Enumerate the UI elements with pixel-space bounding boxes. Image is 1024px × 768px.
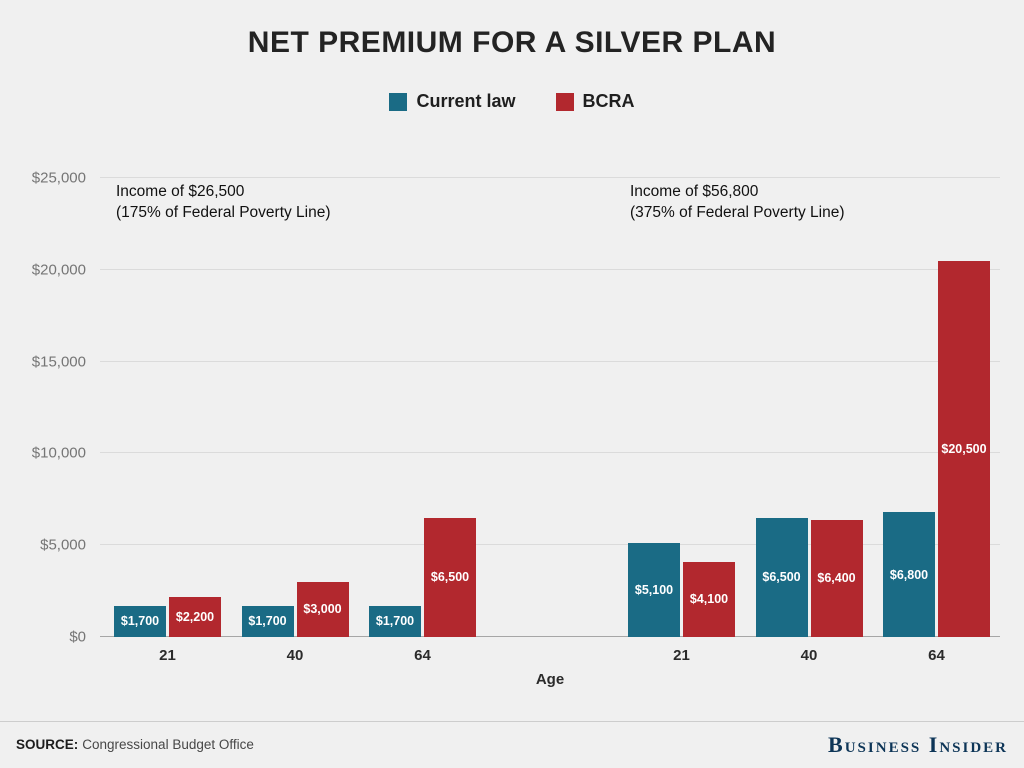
category-cell: $6,800 $20,500 64: [883, 178, 990, 664]
legend: Current law BCRA: [0, 91, 1024, 112]
y-tick-label: $5,000: [40, 536, 86, 554]
category-cell: $5,100 $4,100 21: [628, 178, 735, 664]
legend-swatch-current-law: [389, 92, 408, 111]
brand-logo: Business Insider: [828, 732, 1008, 757]
source-text: Congressional Budget Office: [82, 737, 254, 752]
legend-label-current-law: Current law: [416, 91, 516, 111]
source: SOURCE: Congressional Budget Office: [16, 736, 254, 754]
bar-value-label: $1,700: [120, 614, 160, 629]
gridline: [100, 452, 1000, 454]
bar-value-label: $2,200: [175, 609, 215, 624]
source-label: SOURCE:: [16, 737, 79, 752]
bar-bcra: $6,400: [810, 519, 863, 637]
bar-value-label: $4,100: [689, 592, 729, 607]
bar-current-law: $5,100: [628, 543, 680, 637]
category-cell: $1,700 $2,200 21: [114, 178, 221, 664]
bar-value-label: $6,400: [817, 571, 856, 586]
gridline: [100, 268, 1000, 270]
annotation-line: Income of $26,500: [116, 183, 245, 200]
x-tick-label: 64: [928, 647, 945, 664]
bar-bcra: $6,500: [424, 517, 476, 637]
x-axis-title: Age: [535, 671, 565, 688]
annotation-line: Income of $56,800: [630, 183, 759, 200]
bar-value-label: $1,700: [375, 614, 415, 629]
y-tick-label: $25,000: [31, 169, 86, 187]
bar-value-label: $3,000: [303, 602, 342, 617]
annotation-line: (175% of Federal Poverty Line): [116, 203, 331, 221]
bar-current-law: $6,500: [755, 517, 808, 637]
legend-item-current-law: Current law: [389, 91, 516, 112]
bar-value-label: $6,500: [762, 570, 801, 585]
legend-label-bcra: BCRA: [582, 91, 635, 111]
gridline: [100, 177, 1000, 178]
bar-current-law: $1,700: [114, 605, 166, 637]
bar-bcra: $20,500: [938, 260, 990, 637]
legend-item-bcra: BCRA: [555, 91, 635, 112]
category-cell: $1,700 $3,000 40: [241, 178, 349, 664]
bar-bcra: $4,100: [683, 561, 735, 637]
category-cell: $6,500 $6,400 40: [755, 178, 863, 664]
bar-current-law: $1,700: [369, 605, 421, 637]
bar-value-label: $1,700: [248, 614, 287, 629]
bar-current-law: $6,800: [883, 512, 935, 637]
annotation-line: (375% of Federal Poverty Line): [630, 203, 845, 221]
gridline: [100, 360, 1000, 362]
legend-swatch-bcra: [555, 92, 574, 111]
x-axis-line: [100, 636, 1000, 637]
plot-area: Income of $26,500 (175% of Federal Pover…: [100, 177, 1000, 688]
bar-bcra: $2,200: [169, 596, 221, 637]
bar-value-label: $6,800: [889, 567, 929, 582]
x-tick-label: 40: [286, 647, 304, 664]
footer: SOURCE: Congressional Budget Office Busin…: [0, 721, 1024, 768]
y-tick-label: $20,000: [31, 261, 86, 279]
y-tick-label: $0: [69, 628, 86, 646]
bar-value-label: $6,500: [430, 570, 470, 585]
bar-bcra: $3,000: [296, 581, 349, 637]
income-annotation-right: Income of $56,800 (375% of Federal Pover…: [630, 182, 845, 224]
income-annotation-left: Income of $26,500 (175% of Federal Pover…: [116, 182, 331, 224]
x-tick-label: 21: [159, 647, 176, 664]
bar-group-right: $5,100 $4,100 21 $6,500 $6,400 40 $6,800 $20,50…: [628, 178, 990, 664]
bar-value-label: $5,100: [634, 583, 674, 598]
category-cell: $1,700 $6,500 64: [369, 178, 476, 664]
chart-title: NET PREMIUM FOR A SILVER PLAN: [247, 26, 777, 59]
y-axis-ticks: $0 $5,000 $10,000 $15,000 $20,000 $25,000: [0, 170, 86, 646]
x-tick-label: 21: [673, 647, 690, 664]
y-tick-label: $15,000: [31, 353, 86, 371]
bar-group-left: $1,700 $2,200 21 $1,700 $3,000 40 $1,700 $6,500…: [114, 178, 476, 664]
x-tick-label: 40: [800, 647, 818, 664]
y-tick-label: $10,000: [31, 444, 86, 462]
bar-current-law: $1,700: [241, 605, 294, 637]
bar-value-label: $20,500: [941, 441, 987, 456]
x-tick-label: 64: [414, 647, 431, 664]
gridline: [100, 544, 1000, 546]
